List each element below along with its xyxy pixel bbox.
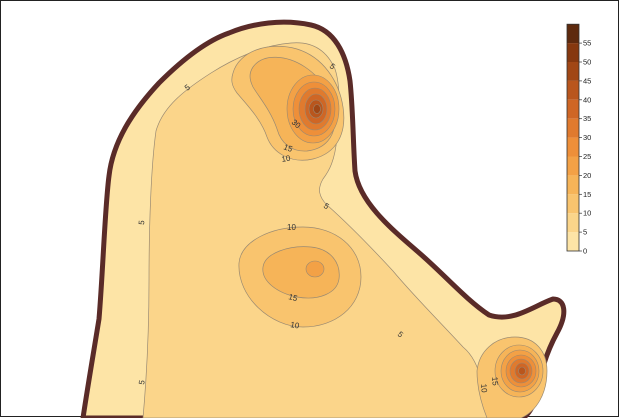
contour-labels: 5 5 5 5 5 5 10 10 10 10 15 15 15 30 [137, 62, 500, 394]
legend-swatch [567, 156, 579, 176]
legend-tick-label: 45 [583, 76, 591, 85]
legend-swatch [567, 175, 579, 195]
contour-label: 10 [287, 223, 296, 232]
legend-swatch [567, 118, 579, 138]
contour-label: 15 [282, 142, 294, 154]
contour-label: 5 [137, 379, 147, 385]
legend-swatch [567, 213, 579, 233]
contour-label: 5 [322, 201, 331, 211]
legend-tick-label: 50 [583, 58, 591, 67]
contour-label: 15 [287, 292, 298, 303]
legend-tick-label: 5 [583, 228, 587, 237]
contour-label: 5 [137, 219, 146, 225]
north-peak [231, 45, 345, 161]
contour-label: 10 [281, 153, 292, 164]
contour-label: 5 [396, 330, 406, 340]
center-peak [238, 226, 362, 328]
legend-swatch [567, 62, 579, 81]
contour-label: 15 [490, 376, 500, 386]
legend-swatch [567, 99, 579, 119]
legend-colorbar: 0 5 10 15 20 25 30 35 40 45 50 55 [566, 23, 591, 256]
legend-tick-label: 20 [583, 171, 591, 180]
contour-label: 5 [183, 82, 192, 92]
contour-label: 10 [479, 383, 489, 393]
legend-swatch [567, 80, 579, 100]
southeast-peak [476, 336, 548, 418]
legend-tick-label: 35 [583, 114, 591, 123]
legend-tick-label: 30 [583, 133, 591, 142]
land-region [80, 19, 567, 418]
contour-label: 5 [328, 62, 338, 72]
legend-swatch [567, 194, 579, 214]
legend-swatch [567, 232, 579, 251]
legend-swatch [567, 137, 579, 157]
legend-swatch [567, 43, 579, 62]
contour-label: 10 [290, 320, 301, 331]
legend-swatch [567, 24, 579, 44]
legend-tick-label: 0 [583, 247, 587, 256]
legend-tick-label: 55 [583, 39, 591, 48]
legend-tick-label: 10 [583, 209, 591, 218]
legend-tick-label: 15 [583, 190, 591, 199]
legend-tick-label: 25 [583, 152, 591, 161]
legend-tick-label: 40 [583, 95, 591, 104]
contour-15-center [262, 246, 340, 299]
